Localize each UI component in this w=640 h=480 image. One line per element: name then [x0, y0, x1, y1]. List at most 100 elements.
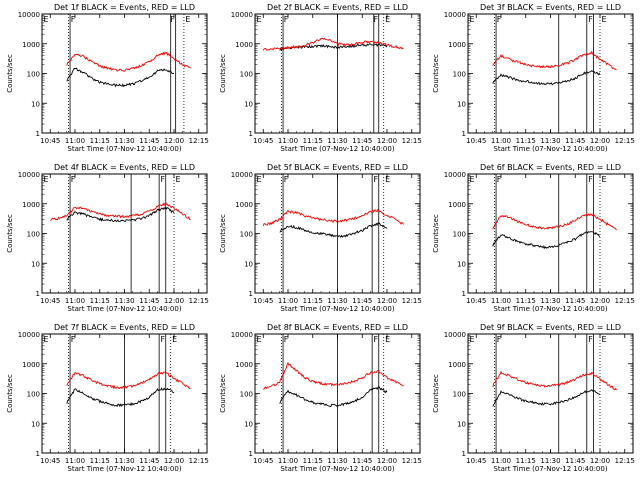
series-events — [66, 67, 174, 88]
segment-marker: F — [373, 335, 378, 344]
segment-marker: E — [256, 15, 261, 24]
y-tick-label: 100 — [453, 231, 466, 239]
y-axis-label: Counts/sec — [6, 54, 14, 93]
x-tick-label: 11:00 — [491, 297, 511, 305]
series-lld — [492, 213, 617, 231]
segment-marker: E — [175, 175, 180, 184]
y-tick-label: 1000 — [448, 201, 466, 209]
segment-marker: E — [43, 175, 48, 184]
y-tick-label: 1000 — [235, 361, 253, 369]
x-tick-label: 11:45 — [565, 297, 585, 305]
y-tick-label: 100 — [27, 71, 40, 79]
y-tick-label: 1000 — [448, 41, 466, 49]
x-tick-label: 10:45 — [253, 457, 273, 465]
x-tick-label: 10:45 — [466, 297, 486, 305]
x-axis-label: Start Time (07-Nov-12 10:40:00) — [67, 305, 181, 313]
axes-frame — [41, 173, 208, 294]
x-tick-label: 10:45 — [40, 137, 60, 145]
panel-det-9: Det 9f BLACK = Events, RED = LLD 1 10 100 10… — [432, 323, 635, 473]
x-tick-label: 12:00 — [377, 137, 397, 145]
segment-marker: E — [256, 335, 261, 344]
x-tick-label: 11:00 — [278, 137, 298, 145]
y-tick-label: 10000 — [18, 171, 40, 179]
y-tick-label: 10 — [31, 420, 40, 428]
axes-frame — [467, 333, 634, 454]
x-tick-label: 12:00 — [164, 297, 184, 305]
y-tick-label: 1 — [36, 130, 40, 138]
series-events — [492, 231, 601, 250]
x-tick-label: 10:45 — [466, 137, 486, 145]
segment-marker: F — [497, 15, 502, 24]
y-axis-label: Counts/sec — [219, 214, 227, 253]
x-tick-label: 10:45 — [40, 297, 60, 305]
y-tick-label: 100 — [240, 231, 253, 239]
y-tick-label: 10000 — [18, 331, 40, 339]
segment-marker: F — [373, 175, 378, 184]
segment-marker: E — [385, 335, 390, 344]
x-tick-label: 11:15 — [516, 457, 536, 465]
panel-det-3: Det 3f BLACK = Events, RED = LLD 1 10 100 10… — [432, 3, 635, 153]
segment-marker: E — [256, 175, 261, 184]
panel-title: Det 4f BLACK = Events, RED = LLD — [54, 163, 195, 172]
series-lld — [492, 370, 617, 391]
x-axis-label: Start Time (07-Nov-12 10:40:00) — [280, 145, 394, 153]
x-axis-label: Start Time (07-Nov-12 10:40:00) — [493, 305, 607, 313]
segment-marker: F — [160, 175, 165, 184]
x-tick-label: 12:15 — [402, 137, 422, 145]
x-tick-label: 12:00 — [590, 297, 610, 305]
x-tick-label: 12:00 — [164, 457, 184, 465]
y-tick-label: 10 — [31, 100, 40, 108]
segment-marker: F — [373, 15, 378, 24]
x-tick-label: 10:45 — [253, 137, 273, 145]
x-tick-label: 11:15 — [516, 137, 536, 145]
series-lld — [262, 37, 404, 51]
segment-marker: E — [601, 335, 606, 344]
x-axis-label: Start Time (07-Nov-12 10:40:00) — [67, 145, 181, 153]
y-axis-label: Counts/sec — [432, 54, 440, 93]
y-tick-label: 10 — [31, 260, 40, 268]
segment-marker: E — [469, 335, 474, 344]
x-tick-label: 12:15 — [615, 457, 635, 465]
y-tick-label: 100 — [240, 71, 253, 79]
series-events — [279, 222, 388, 238]
x-tick-label: 12:15 — [189, 297, 209, 305]
series-lld — [263, 361, 404, 390]
x-tick-label: 11:15 — [516, 297, 536, 305]
x-tick-label: 11:30 — [540, 297, 560, 305]
x-tick-label: 11:45 — [139, 297, 159, 305]
y-tick-label: 10 — [244, 260, 253, 268]
y-tick-label: 1000 — [22, 41, 40, 49]
segment-marker: F — [284, 175, 289, 184]
segment-marker: F — [284, 15, 289, 24]
segment-marker: E — [43, 15, 48, 24]
x-tick-label: 11:45 — [139, 457, 159, 465]
x-tick-label: 12:15 — [189, 137, 209, 145]
axes-frame — [467, 173, 634, 294]
x-axis-label: Start Time (07-Nov-12 10:40:00) — [280, 305, 394, 313]
x-tick-label: 11:15 — [303, 137, 323, 145]
y-tick-label: 100 — [27, 391, 40, 399]
y-tick-label: 10000 — [444, 171, 466, 179]
x-tick-label: 12:00 — [377, 457, 397, 465]
segment-marker: E — [43, 335, 48, 344]
segment-marker: F — [71, 15, 76, 24]
y-tick-label: 10000 — [231, 331, 253, 339]
x-tick-label: 11:45 — [352, 137, 372, 145]
x-tick-label: 11:45 — [352, 297, 372, 305]
y-tick-label: 10 — [457, 420, 466, 428]
x-axis-label: Start Time (07-Nov-12 10:40:00) — [493, 465, 607, 473]
y-tick-label: 1 — [462, 450, 466, 458]
x-axis-label: Start Time (07-Nov-12 10:40:00) — [280, 465, 394, 473]
x-tick-label: 11:00 — [278, 297, 298, 305]
series-lld — [66, 371, 191, 390]
y-tick-label: 10000 — [18, 11, 40, 19]
y-tick-label: 1000 — [235, 201, 253, 209]
y-tick-label: 10 — [457, 100, 466, 108]
panel-det-4: Det 4f BLACK = Events, RED = LLD 1 10 100 10… — [6, 163, 209, 313]
y-tick-label: 1 — [249, 450, 253, 458]
x-tick-label: 10:45 — [466, 457, 486, 465]
y-tick-label: 10000 — [231, 171, 253, 179]
panel-det-6: Det 6f BLACK = Events, RED = LLD 1 10 100 10… — [432, 163, 635, 313]
x-tick-label: 11:30 — [327, 457, 347, 465]
